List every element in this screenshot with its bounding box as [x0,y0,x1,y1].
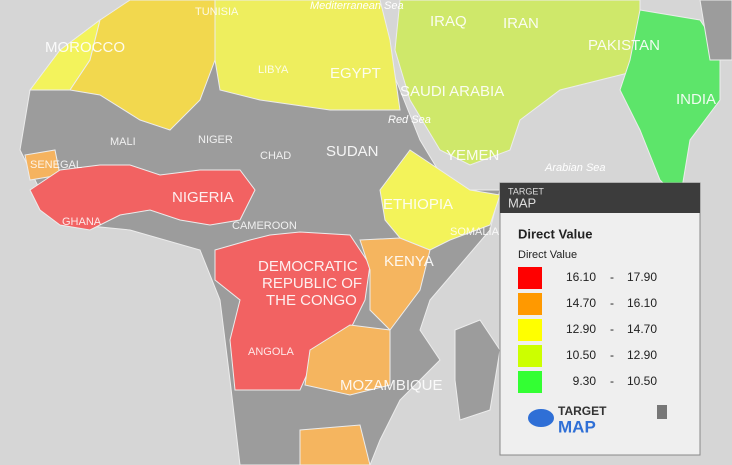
country-label: PAKISTAN [588,37,660,54]
logo: MAP [558,417,596,436]
country-label: THE CONGO [266,292,357,309]
legend-from: 10.50 [566,348,596,362]
logo: TARGET [558,404,607,418]
country-label: MOROCCO [45,39,125,56]
legend-title: Direct Value [518,226,592,241]
legend-separator: - [610,270,614,284]
east-land [699,0,732,61]
legend-swatch [518,267,542,289]
legend-subtitle: Direct Value [518,249,577,261]
countries [19,0,732,465]
country-label: INDIA [676,91,716,108]
legend-to: 16.10 [627,296,657,310]
legend-swatch [518,293,542,315]
libya-egypt [214,0,401,111]
map-labels: Mediterranean Sea TUNISIA MOROCCO IRAQ I… [30,0,716,394]
west-africa [29,164,256,231]
country-label: MALI [110,136,136,148]
country-label: MOZAMBIQUE [340,377,443,394]
legend-from: 12.90 [566,322,596,336]
country-label: IRAN [503,15,539,32]
legend-separator: - [610,296,614,310]
country-label: IRAQ [430,13,467,30]
chart-icon[interactable] [657,405,667,419]
legend-from: 16.10 [566,270,596,284]
country-label: KENYA [384,253,434,270]
legend-swatch [518,319,542,341]
legend-to: 12.90 [627,348,657,362]
southeast-africa [304,324,391,396]
sea-label: Arabian Sea [544,162,606,174]
country-label: GHANA [62,216,102,228]
country-label: REPUBLIC OF [262,275,362,292]
legend-header [500,183,700,213]
country-label: SENEGAL [30,159,82,171]
southern-africa [299,424,371,465]
legend-from: 9.30 [573,374,597,388]
country-label: ETHIOPIA [383,196,453,213]
country-label: TUNISIA [195,6,239,18]
legend-to: 17.90 [627,270,657,284]
brand: TARGET [508,186,544,196]
country-label: NIGERIA [172,189,234,206]
horn-of-africa [379,149,501,251]
legend-from: 14.70 [566,296,596,310]
country-label: CAMEROON [232,220,297,232]
logo-icon [528,409,554,427]
country-label: NIGER [198,134,233,146]
brand: MAP [508,195,536,210]
country-label: DEMOCRATIC [258,258,358,275]
country-label: CHAD [260,150,291,162]
legend-to: 14.70 [627,322,657,336]
sea-label: Red Sea [388,114,431,126]
country-label: SUDAN [326,143,379,160]
madagascar [454,319,501,421]
algeria [69,0,216,131]
legend-separator: - [610,374,614,388]
country-label: ANGOLA [248,346,295,358]
legend-separator: - [610,322,614,336]
country-label: SAUDI ARABIA [400,83,504,100]
country-label: SOMALIA [450,226,500,238]
sea-label: Mediterranean Sea [310,0,404,12]
country-label: YEMEN [446,147,499,164]
legend-swatch [518,345,542,367]
legend-panel: TARGET MAP Direct Value Direct Value TAR… [499,182,701,456]
legend-swatch [518,371,542,393]
country-label: LIBYA [258,64,289,76]
legend-to: 10.50 [627,374,657,388]
legend-separator: - [610,348,614,362]
country-label: EGYPT [330,65,381,82]
